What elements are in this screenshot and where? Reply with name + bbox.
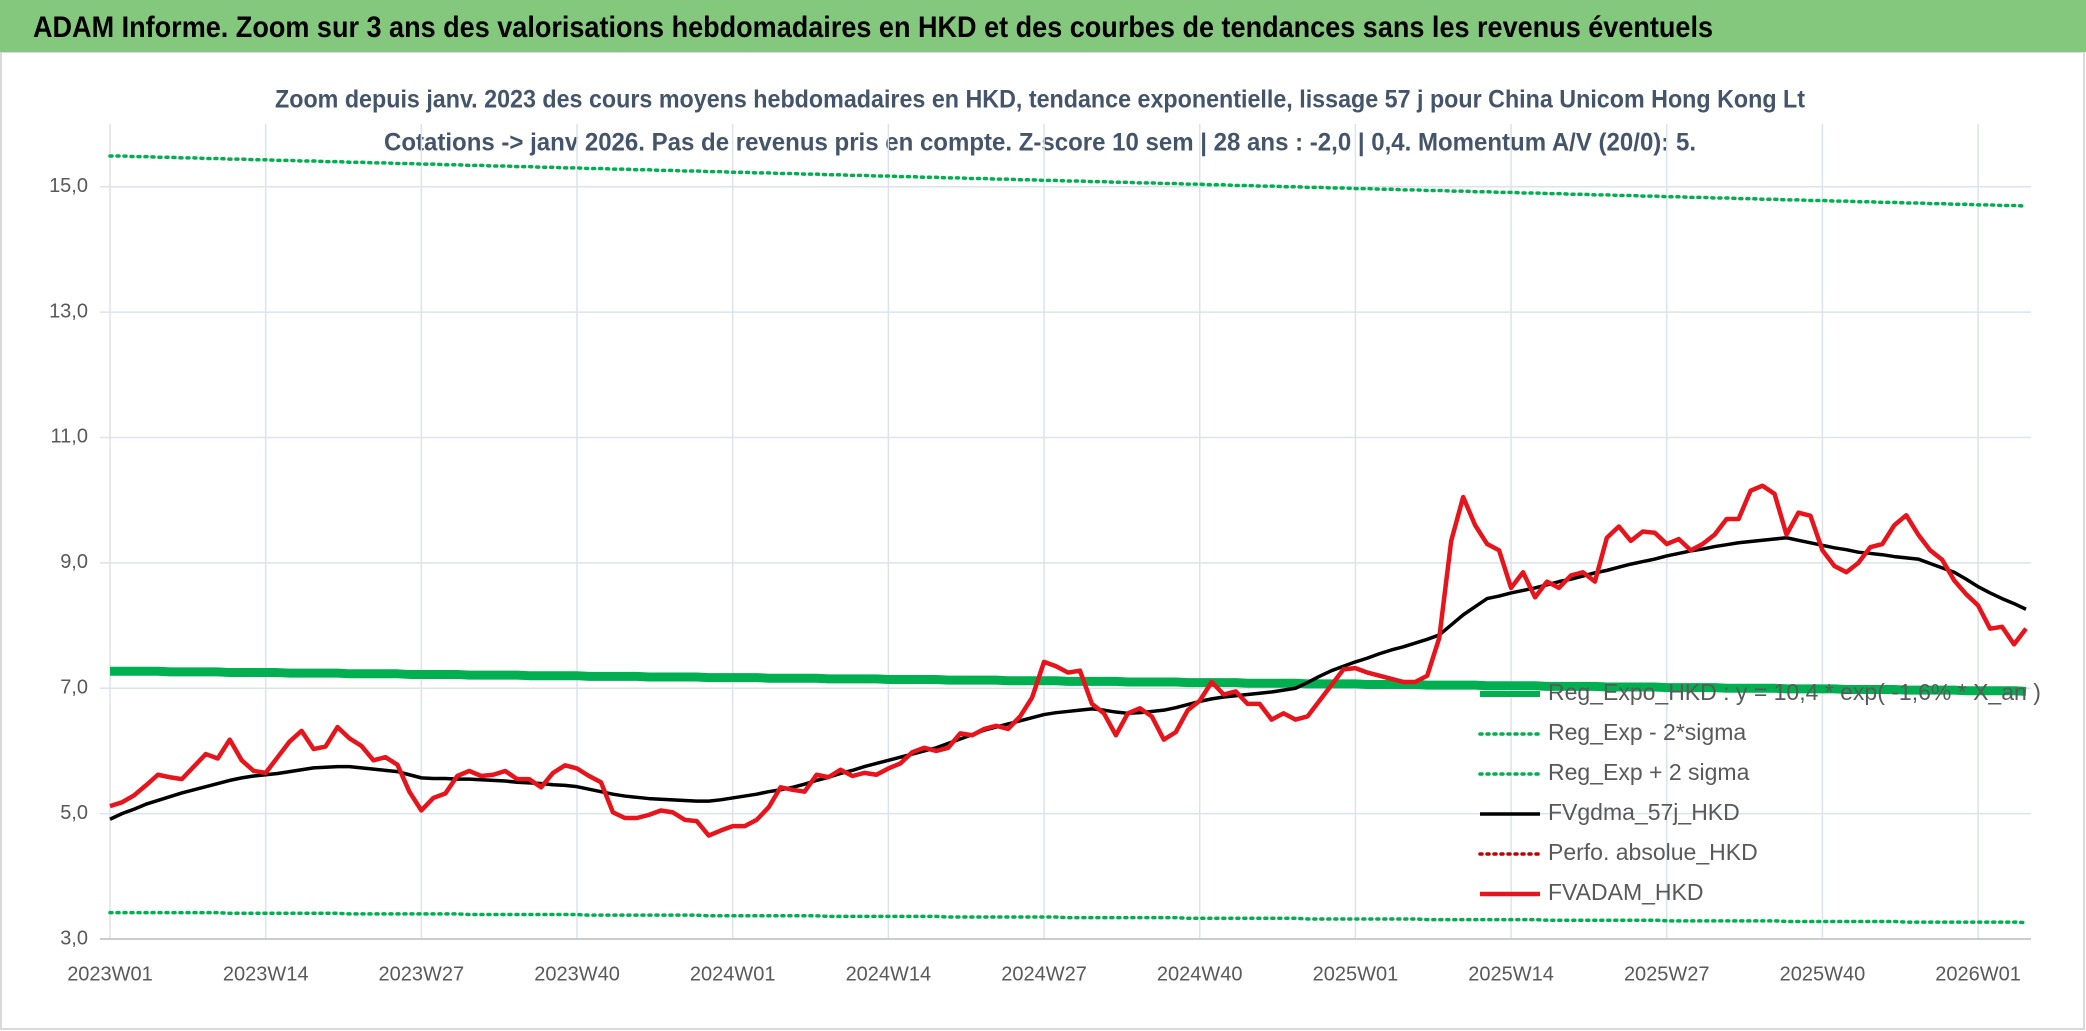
legend-label: Perfo. absolue_HKD: [1548, 839, 1758, 865]
y-tick-label: 15,0: [49, 175, 88, 197]
y-tick-label: 7,0: [60, 677, 88, 699]
x-tick-label: 2025W40: [1780, 963, 1866, 985]
legend-label: Reg_Expo_HKD : y = 10,4 * exp( -1,6% * X…: [1548, 679, 2041, 705]
series-line: [108, 154, 2028, 208]
x-tick-label: 2024W14: [846, 963, 932, 985]
x-tick-label: 2024W27: [1001, 963, 1087, 985]
x-tick-label: 2024W40: [1157, 963, 1243, 985]
legend-label: Reg_Exp + 2 sigma: [1548, 759, 1750, 785]
series-line: [110, 666, 2027, 696]
series-line: [109, 483, 2028, 838]
x-tick-label: 2023W27: [379, 963, 465, 985]
series-line: [109, 536, 2027, 821]
title-banner: [0, 0, 2086, 52]
y-tick-label: 3,0: [60, 927, 88, 949]
x-tick-label: 2025W14: [1468, 963, 1554, 985]
chart-subtitle: Cotations -> janv 2026. Pas de revenus p…: [384, 129, 1696, 157]
x-tick-label: 2026W01: [1935, 963, 2021, 985]
plot-lines: [108, 154, 2028, 925]
x-tick-label: 2023W01: [67, 963, 153, 985]
x-tick-label: 2025W27: [1624, 963, 1710, 985]
x-tick-label: 2023W14: [223, 963, 309, 985]
y-tick-label: 13,0: [49, 300, 88, 322]
y-tick-label: 11,0: [51, 426, 88, 448]
chart-subtitle: Zoom depuis janv. 2023 des cours moyens …: [275, 86, 1806, 114]
y-tick-label: 9,0: [60, 551, 88, 573]
chart-title: ADAM Informe. Zoom sur 3 ans des valoris…: [33, 11, 1713, 44]
x-tick-label: 2024W01: [690, 963, 776, 985]
axes: 3,0 5,0 7,0 9,0 11,0 13,0 15,0 2023W01 2023W14 20…: [49, 175, 2031, 985]
legend-label: Reg_Exp - 2*sigma: [1548, 719, 1746, 745]
x-tick-label: 2023W40: [534, 963, 620, 985]
series-line: [108, 910, 2028, 925]
legend-label: FVgdma_57j_HKD: [1548, 799, 1740, 825]
legend: Reg_Expo_HKD : y = 10,4 * exp( -1,6% * X…: [1478, 679, 2041, 905]
legend-label: FVADAM_HKD: [1548, 879, 1704, 905]
x-tick-label: 2025W01: [1313, 963, 1399, 985]
y-tick-label: 5,0: [60, 802, 88, 824]
